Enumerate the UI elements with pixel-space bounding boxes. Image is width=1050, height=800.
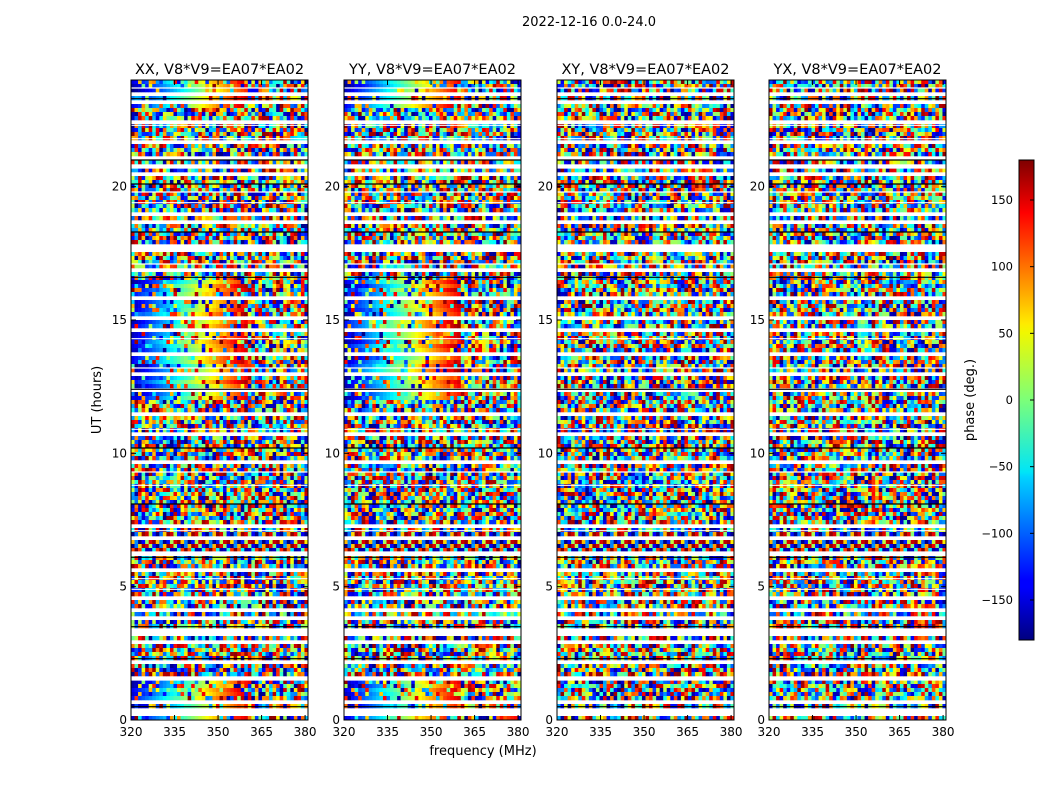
- colorbar-ticks: 150 100 50 0 −50 −100 −150: [981, 193, 1034, 607]
- x-tick-label: 365: [676, 725, 699, 739]
- y-tick-label: 20: [750, 180, 765, 194]
- x-tick-label: 365: [463, 725, 486, 739]
- x-tick-label: 320: [546, 725, 569, 739]
- x-tick-label: 350: [845, 725, 868, 739]
- y-tick-label: 0: [119, 713, 127, 727]
- figure-suptitle: 2022-12-16 0.0-24.0: [522, 15, 656, 30]
- x-tick-label: 380: [507, 725, 530, 739]
- colorbar-tick-label: 150: [991, 193, 1013, 207]
- y-tick-label: 0: [757, 713, 765, 727]
- x-tick-label: 335: [589, 725, 612, 739]
- x-tick-label: 335: [376, 725, 399, 739]
- panel-yy: YY, V8*V9=EA07*EA02 320 335 350 365 380 0 5 10 15…: [325, 62, 530, 739]
- colorbar-tick-label: 100: [991, 260, 1013, 274]
- y-tick-label: 10: [325, 446, 340, 460]
- y-tick-label: 10: [538, 446, 553, 460]
- y-tick-label: 5: [119, 580, 127, 594]
- x-tick-label: 320: [333, 725, 356, 739]
- y-tick-label: 5: [757, 580, 765, 594]
- y-tick-label: 15: [750, 313, 765, 327]
- colorbar-tick-label: −50: [989, 460, 1013, 474]
- panel-xx: XX, V8*V9=EA07*EA02 320 335 350 365 380 0 5 10 15…: [112, 62, 317, 739]
- y-tick-label: 5: [332, 580, 340, 594]
- x-tick-label: 380: [932, 725, 955, 739]
- x-tick-label: 380: [294, 725, 317, 739]
- panel-yx: YX, V8*V9=EA07*EA02 320 335 350 365 380 0 5 10 15…: [750, 62, 955, 739]
- panel-title-yy: YY, V8*V9=EA07*EA02: [348, 62, 516, 78]
- colorbar-tick-label: −100: [981, 526, 1013, 540]
- x-tick-label: 320: [758, 725, 781, 739]
- phase-image-yx: [769, 80, 946, 720]
- phase-image-xy: [557, 80, 734, 720]
- colorbar-label: phase (deg.): [963, 359, 978, 441]
- y-tick-label: 15: [112, 313, 127, 327]
- y-tick-label: 20: [112, 180, 127, 194]
- x-tick-label: 365: [888, 725, 911, 739]
- y-tick-label: 0: [545, 713, 553, 727]
- y-axis-label: UT (hours): [90, 366, 105, 434]
- colorbar-tick-label: 0: [1006, 393, 1013, 407]
- y-tick-label: 0: [332, 713, 340, 727]
- colorbar-tick-label: 50: [998, 326, 1013, 340]
- panels-group: XX, V8*V9=EA07*EA02 320 335 350 365 380 0 5 10 15…: [112, 62, 955, 739]
- y-tick-label: 15: [325, 313, 340, 327]
- panel-title-yx: YX, V8*V9=EA07*EA02: [772, 62, 941, 78]
- y-tick-label: 20: [538, 180, 553, 194]
- y-tick-label: 10: [112, 446, 127, 460]
- x-tick-label: 320: [120, 725, 143, 739]
- x-tick-label: 380: [720, 725, 743, 739]
- x-tick-label: 335: [163, 725, 186, 739]
- x-tick-label: 365: [250, 725, 273, 739]
- colorbar-tick-label: −150: [981, 593, 1013, 607]
- x-tick-label: 350: [207, 725, 230, 739]
- panel-xy: XY, V8*V9=EA07*EA02 320 335 350 365 380 0 5 10 15…: [538, 62, 743, 739]
- x-tick-label: 350: [633, 725, 656, 739]
- panel-title-xx: XX, V8*V9=EA07*EA02: [135, 62, 304, 78]
- x-tick-label: 350: [420, 725, 443, 739]
- panel-frame: [768, 79, 947, 721]
- x-tick-label: 335: [801, 725, 824, 739]
- panel-frame: [130, 79, 309, 721]
- phase-image-yy: [344, 80, 521, 720]
- panel-frame: [556, 79, 735, 721]
- y-tick-label: 20: [325, 180, 340, 194]
- x-axis-label: frequency (MHz): [429, 744, 536, 759]
- panel-frame: [343, 79, 522, 721]
- panel-title-xy: XY, V8*V9=EA07*EA02: [561, 62, 729, 78]
- y-tick-label: 15: [538, 313, 553, 327]
- colorbar: 150 100 50 0 −50 −100 −150 phase (deg.): [963, 159, 1035, 641]
- y-tick-label: 5: [545, 580, 553, 594]
- y-tick-label: 10: [750, 446, 765, 460]
- phase-image-xx: [131, 80, 308, 720]
